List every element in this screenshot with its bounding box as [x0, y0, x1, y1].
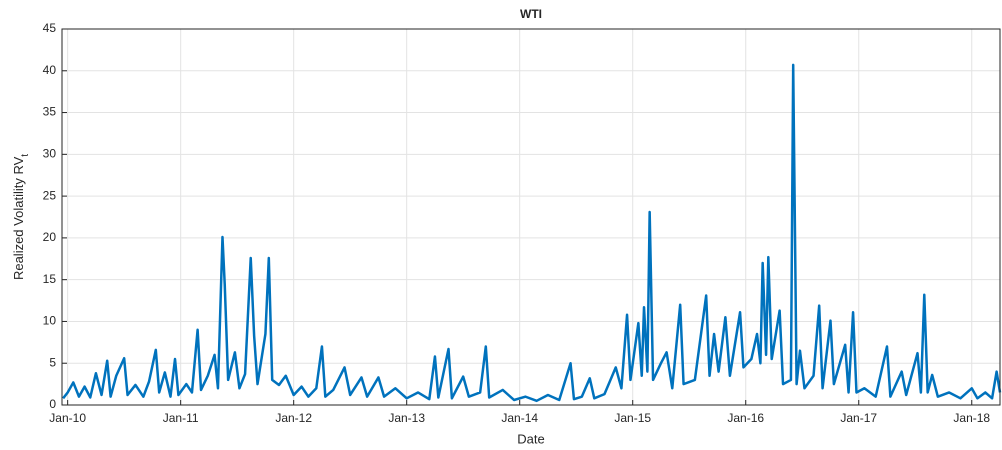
- y-tick-label: 15: [43, 272, 57, 286]
- y-tick-label: 10: [43, 314, 57, 328]
- y-axis-label: Realized Volatility RVt: [11, 154, 30, 280]
- y-tick-label: 20: [43, 230, 57, 244]
- plot-frame: [61, 28, 1001, 406]
- x-tick-label: Jan-12: [275, 411, 312, 425]
- x-tick-label: Jan-14: [501, 411, 538, 425]
- x-tick-label: Jan-13: [388, 411, 425, 425]
- y-axis-label-main: Realized Volatility RV: [11, 156, 26, 280]
- y-tick-label: 45: [43, 21, 57, 35]
- x-tick-label: Jan-15: [614, 411, 651, 425]
- x-tick-label: Jan-10: [49, 411, 86, 425]
- data-line: [62, 63, 1002, 403]
- x-tick-label: Jan-18: [953, 411, 990, 425]
- y-axis-label-subscript: t: [20, 154, 31, 157]
- y-tick-label: 0: [49, 397, 56, 411]
- y-tick-label: 30: [43, 147, 57, 161]
- y-tick-label: 40: [43, 63, 57, 77]
- chart-title: WTI: [520, 7, 542, 21]
- y-tick-label: 35: [43, 105, 57, 119]
- x-tick-label: Jan-17: [840, 411, 877, 425]
- x-tick-label: Jan-11: [163, 411, 199, 425]
- y-tick-label: 5: [49, 355, 56, 369]
- x-tick-label: Jan-16: [727, 411, 764, 425]
- y-tick-label: 25: [43, 188, 57, 202]
- x-axis-label: Date: [517, 431, 544, 446]
